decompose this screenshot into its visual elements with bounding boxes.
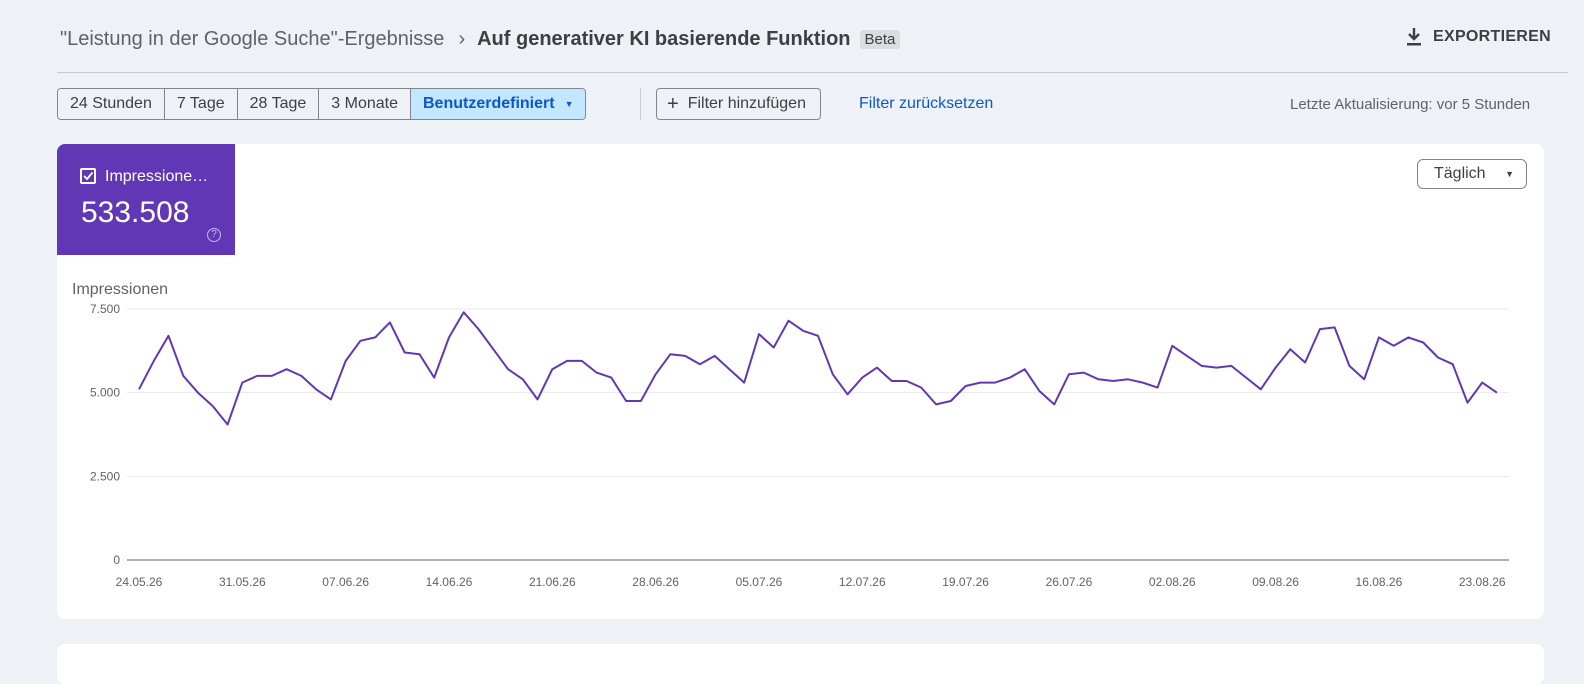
range-24-hours-button[interactable]: 24 Stunden	[58, 89, 165, 119]
x-tick-label: 26.07.26	[1046, 575, 1093, 589]
x-tick-label: 28.06.26	[632, 575, 679, 589]
y-axis-title: Impressionen	[72, 281, 169, 298]
y-tick-label: 2.500	[90, 469, 120, 483]
add-filter-button[interactable]: + Filter hinzufügen	[656, 88, 821, 120]
chevron-right-icon: ›	[458, 28, 466, 50]
export-label: EXPORTIEREN	[1433, 28, 1551, 45]
x-tick-label: 19.07.26	[942, 575, 989, 589]
interval-label: Täglich	[1434, 165, 1486, 182]
x-tick-label: 02.08.26	[1149, 575, 1196, 589]
page-header: "Leistung in der Google Suche"-Ergebniss…	[57, 0, 1568, 73]
x-tick-label: 09.08.26	[1252, 575, 1299, 589]
x-tick-label: 07.06.26	[322, 575, 369, 589]
add-filter-label: Filter hinzufügen	[687, 95, 806, 112]
plus-icon: +	[667, 93, 679, 115]
impressions-line-chart: 0 2.500 5.000 7.500 24.05.26 31.05.26 07.06.26…	[90, 302, 1509, 589]
date-range-selector: 24 Stunden 7 Tage 28 Tage 3 Monate Benut…	[57, 88, 587, 120]
y-tick-label: 0	[113, 553, 120, 567]
caret-down-icon: ▼	[1505, 169, 1514, 179]
metric-value: 533.508	[81, 196, 190, 229]
metric-label: Impressione…	[105, 168, 209, 185]
range-custom-label: Benutzerdefiniert	[422, 95, 555, 112]
breadcrumb: "Leistung in der Google Suche"-Ergebniss…	[60, 28, 901, 51]
export-button[interactable]: EXPORTIEREN	[1407, 28, 1551, 46]
beta-badge: Beta	[859, 30, 901, 49]
range-28-days-button[interactable]: 28 Tage	[237, 89, 320, 119]
download-icon	[1407, 28, 1421, 46]
breadcrumb-parent[interactable]: "Leistung in der Google Suche"-Ergebniss…	[60, 28, 445, 50]
range-3-months-button[interactable]: 3 Monate	[319, 89, 411, 119]
impressions-series-line	[138, 311, 1498, 426]
page-title: Auf generativer KI basierende Funktion	[477, 28, 851, 50]
checkbox-checked-icon[interactable]	[80, 168, 96, 184]
x-tick-label: 24.05.26	[116, 575, 163, 589]
performance-chart-card: Impressione… 533.508 ? Täglich ▼ Impress…	[57, 144, 1544, 619]
table-card	[57, 644, 1544, 684]
divider	[640, 88, 641, 120]
last-update-text: Letzte Aktualisierung: vor 5 Stunden	[1290, 96, 1531, 113]
x-tick-label: 21.06.26	[529, 575, 576, 589]
impressions-metric-tile[interactable]: Impressione… 533.508 ?	[57, 144, 235, 255]
range-7-days-button[interactable]: 7 Tage	[164, 89, 238, 119]
caret-down-icon: ▼	[564, 99, 574, 109]
range-custom-button[interactable]: Benutzerdefiniert ▼	[410, 89, 586, 119]
x-tick-label: 12.07.26	[839, 575, 886, 589]
help-circle-icon[interactable]: ?	[207, 228, 221, 242]
x-tick-label: 05.07.26	[736, 575, 783, 589]
reset-filter-link[interactable]: Filter zurücksetzen	[859, 95, 994, 112]
x-tick-label: 23.08.26	[1459, 575, 1506, 589]
y-tick-label: 7.500	[90, 302, 120, 316]
x-tick-label: 14.06.26	[426, 575, 473, 589]
y-tick-label: 5.000	[90, 386, 120, 400]
interval-dropdown[interactable]: Täglich ▼	[1417, 159, 1527, 189]
x-tick-label: 31.05.26	[219, 575, 266, 589]
x-tick-label: 16.08.26	[1356, 575, 1403, 589]
